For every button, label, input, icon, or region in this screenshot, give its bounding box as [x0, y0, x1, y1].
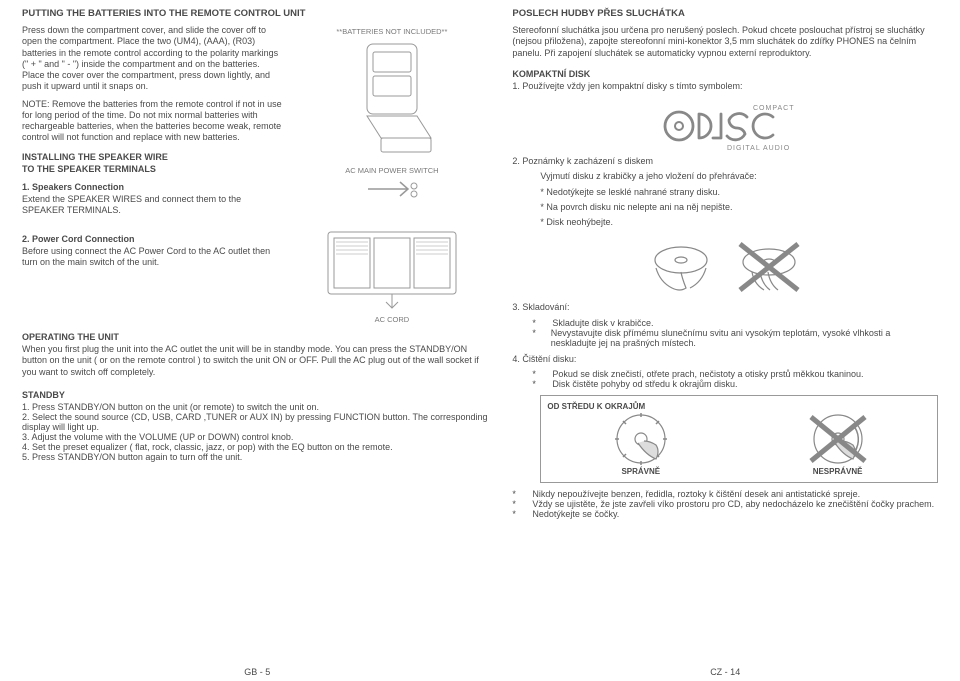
tail-2: Vždy se ujistěte, že jste zavřeli víko p…: [532, 499, 934, 509]
kd-4b: Disk čistěte pohyby od středu k okrajům …: [552, 379, 737, 389]
tail-3-row: *Nedotýkejte se čočky.: [512, 509, 938, 519]
left-footer: GB - 5: [22, 667, 492, 677]
box-bad: NESPRÁVNĚ: [803, 467, 873, 476]
tail-1: Nikdy nepoužívejte benzen, ředidla, rozt…: [532, 489, 860, 499]
svg-text:DIGITAL AUDIO: DIGITAL AUDIO: [727, 145, 790, 152]
kd-2d: * Disk neohýbejte.: [540, 217, 938, 228]
wipe-wrong-icon: [803, 411, 873, 467]
battery-image-block: **BATTERIES NOT INCLUDED** AC MAIN POWER…: [291, 25, 492, 220]
standby-title: STANDBY: [22, 390, 492, 400]
kd-4a: Pokud se disk znečistí, otřete prach, ne…: [552, 369, 863, 379]
left-column: PUTTING THE BATTERIES INTO THE REMOTE CO…: [12, 8, 502, 677]
power-body: Before using connect the AC Power Cord t…: [22, 246, 283, 269]
left-title: PUTTING THE BATTERIES INTO THE REMOTE CO…: [22, 8, 492, 19]
standby-5: 5. Press STANDBY/ON button again to turn…: [22, 452, 492, 462]
standby-3: 3. Adjust the volume with the VOLUME (UP…: [22, 432, 492, 442]
compact-disc-logo-icon: COMPACT DIGITAL AUDIO: [655, 100, 795, 152]
cd-logo-block: COMPACT DIGITAL AUDIO: [512, 100, 938, 152]
right-title: POSLECH HUDBY PŘES SLUCHÁTKA: [512, 8, 938, 19]
standby-list: 1. Press STANDBY/ON button on the unit (…: [22, 402, 492, 462]
kd-2b: * Nedotýkejte se lesklé nahrané strany d…: [540, 187, 938, 198]
power-title: 2. Power Cord Connection: [22, 234, 283, 244]
install-title-1: INSTALLING THE SPEAKER WIRE: [22, 152, 283, 162]
operating-title: OPERATING THE UNIT: [22, 332, 492, 342]
wipe-correct: SPRÁVNĚ: [606, 411, 676, 476]
disc-handling-row: [512, 238, 938, 296]
unit-image-block: AC CORD: [291, 228, 492, 326]
kd-3b: Nevystavujte disk přímému slunečnímu svi…: [551, 328, 938, 348]
wipe-correct-icon: [606, 411, 676, 467]
standby-1: 1. Press STANDBY/ON button on the unit (…: [22, 402, 492, 412]
switch-caption: AC MAIN POWER SWITCH: [345, 166, 438, 175]
kd-title: KOMPAKTNÍ DISK: [512, 69, 938, 79]
right-footer: CZ - 14: [512, 667, 938, 677]
tail-1-row: *Nikdy nepoužívejte benzen, ředidla, roz…: [512, 489, 938, 499]
power-text: 2. Power Cord Connection Before using co…: [22, 228, 283, 326]
install-title-2: TO THE SPEAKER TERMINALS: [22, 164, 283, 174]
batteries-caption: **BATTERIES NOT INCLUDED**: [336, 27, 447, 36]
tail-3: Nedotýkejte se čočky.: [532, 509, 619, 519]
wipe-wrong: NESPRÁVNĚ: [803, 411, 873, 476]
power-row: 2. Power Cord Connection Before using co…: [22, 228, 492, 326]
svg-text:COMPACT: COMPACT: [753, 105, 794, 112]
box-title: OD STŘEDU K OKRAJŮM: [547, 402, 931, 411]
wipe-direction-box: OD STŘEDU K OKRAJŮM SPRÁVNĚ: [540, 395, 938, 483]
kd-4a-row: *Pokud se disk znečistí, otřete prach, n…: [532, 369, 938, 379]
kd-4b-row: *Disk čistěte pohyby od středu k okrajům…: [532, 379, 938, 389]
kd-3b-row: *Nevystavujte disk přímému slunečnímu sv…: [532, 328, 938, 348]
switch-arrow-icon: [362, 177, 422, 201]
battery-p1: Press down the compartment cover, and sl…: [22, 25, 283, 93]
kd-2c: * Na povrch disku nic nelepte ani na něj…: [540, 202, 938, 213]
remote-battery-icon: [337, 38, 447, 158]
speakers-body: Extend the SPEAKER WIRES and connect the…: [22, 194, 283, 217]
battery-row: Press down the compartment cover, and sl…: [22, 25, 492, 220]
kd-3a-row: *Skladujte disk v krabičce.: [532, 318, 938, 328]
kd-2: 2. Poznámky k zacházení s diskem: [512, 156, 938, 167]
disc-no-touch-icon: [734, 238, 804, 296]
operating-body: When you first plug the unit into the AC…: [22, 344, 492, 378]
kd-3: 3. Skladování:: [512, 302, 938, 313]
standby-2: 2. Select the sound source (CD, USB, CAR…: [22, 412, 492, 432]
standby-4: 4. Set the preset equalizer ( flat, rock…: [22, 442, 492, 452]
kd-1: 1. Používejte vždy jen kompaktní disky s…: [512, 81, 938, 92]
box-ok: SPRÁVNĚ: [606, 467, 676, 476]
kd-4: 4. Čištění disku:: [512, 354, 938, 365]
battery-text: Press down the compartment cover, and sl…: [22, 25, 283, 220]
right-p1: Stereofonní sluchátka jsou určena pro ne…: [512, 25, 938, 59]
unit-rear-icon: [322, 228, 462, 313]
cord-caption: AC CORD: [375, 315, 410, 324]
battery-p2: NOTE: Remove the batteries from the remo…: [22, 99, 283, 144]
kd-2a: Vyjmutí disku z krabičky a jeho vložení …: [540, 171, 938, 182]
speakers-title: 1. Speakers Connection: [22, 182, 283, 192]
disc-hold-icon: [646, 238, 716, 296]
kd-3a: Skladujte disk v krabičce.: [552, 318, 653, 328]
right-column: POSLECH HUDBY PŘES SLUCHÁTKA Stereofonní…: [502, 8, 948, 677]
tail-2-row: *Vždy se ujistěte, že jste zavřeli víko …: [512, 499, 938, 509]
